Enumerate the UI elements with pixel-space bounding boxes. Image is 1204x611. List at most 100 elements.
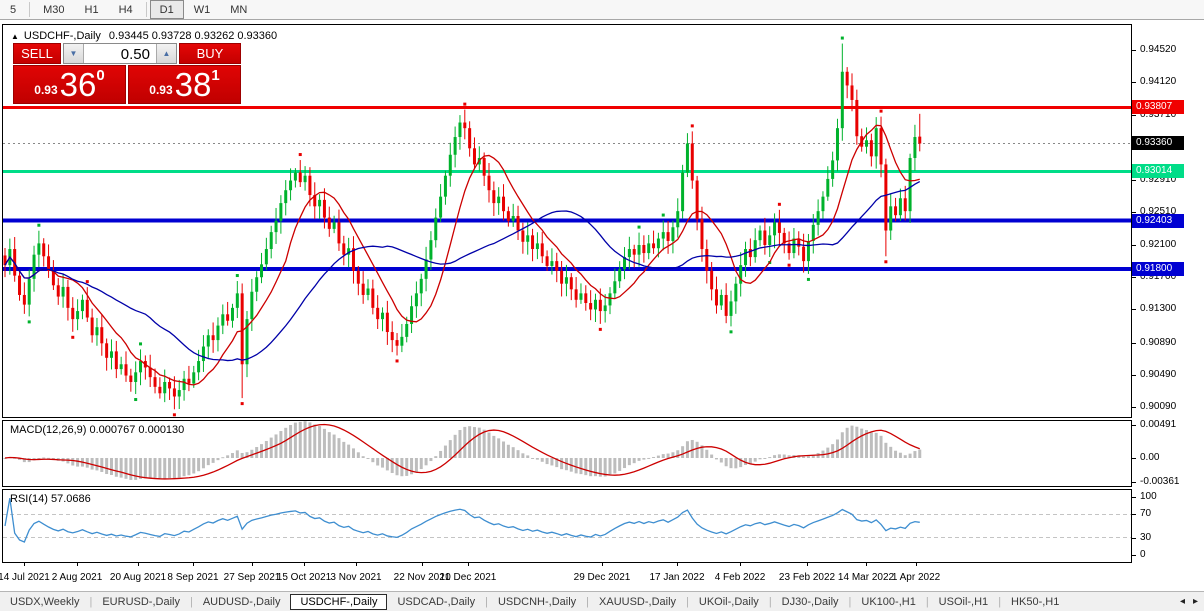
chart-tab-ukoil[interactable]: UKOil-,Daily [698,595,759,608]
price-tick-label: 0.90090 [1140,400,1177,412]
main-chart-pane[interactable]: ▲ USDCHF-,Daily 0.93445 0.93728 0.93262 0.… [2,24,1132,418]
one-click-trading-panel: SELL ▼ 0.50 ▲ BUY 0.93 3 [13,43,241,104]
chart-tab-usdcnh[interactable]: USDCNH-,Daily [497,595,577,608]
date-label: 4 Feb 2022 [714,572,766,583]
date-label: 17 Jan 2022 [649,572,705,583]
price-tick-label: 0.93710 [1140,109,1177,121]
tab-separator: | [189,595,193,608]
price-tick-mark [1132,50,1136,51]
volume-increase-button[interactable]: ▲ [156,44,176,63]
date-tick-mark [252,563,253,566]
date-tick-mark [677,563,678,566]
date-tick-mark [77,563,78,566]
date-tick-mark [602,563,603,566]
buy-label: BUY [196,46,224,61]
timeframe-button-mn[interactable]: MN [230,3,248,16]
timeframe-button-d1[interactable]: D1 [149,0,184,19]
date-label: 3 Nov 2021 [330,572,382,583]
macd-tick-mark [1132,458,1136,459]
chart-tab-hk50[interactable]: HK50-,H1 [1011,595,1060,608]
price-tick-mark [1132,179,1136,181]
tab-separator: | [768,595,772,608]
chart-tab-usoil[interactable]: USOil-,H1 [938,595,989,608]
date-label: 2 Aug 2021 [51,572,103,583]
price-tick-label: 0.90890 [1140,336,1177,348]
buy-button[interactable]: BUY [179,43,241,64]
rsi-tick-mark [1132,555,1136,556]
timeframe-button-h4[interactable]: H4 [118,3,133,16]
price-tick-label: 0.91300 [1140,303,1177,315]
buy-price-pips: 38 [174,66,212,103]
rsi-chart[interactable] [3,490,1131,562]
date-label: 10 Dec 2021 [439,572,497,583]
sell-label: SELL [21,46,53,61]
sell-button[interactable]: SELL [13,43,61,64]
macd-label: MACD(12,26,9) 0.000767 0.000130 [10,424,185,436]
macd-axis[interactable]: 0.00491 0.00 -0.00361 [1132,419,1204,488]
chart-tab-uk100[interactable]: UK100-,H1 [861,595,916,608]
macd-indicator-pane[interactable]: MACD(12,26,9) 0.000767 0.000130 [2,420,1132,487]
price-tick-mark [1132,309,1136,311]
tab-separator: | [485,595,488,608]
date-label: 15 Oct 2021 [276,572,332,583]
date-tick-mark [193,563,194,566]
rsi-indicator-pane[interactable]: RSI(14) 57.0686 [2,489,1132,563]
level-price-badge: 0.93014 [1132,164,1184,179]
macd-tick-label: -0.00361 [1140,476,1180,488]
date-label: 22 Nov 2021 [393,572,451,583]
rsi-tick-label: 100 [1140,491,1157,502]
timeframe-toolbar: 5 M30 H1 H4 D1 W1 MN [0,0,1204,20]
date-tick-mark [304,563,305,566]
sell-price-button[interactable]: 0.93 36 0 [13,65,126,104]
toolbar-separator [145,2,147,17]
chart-tab-usdchf[interactable]: USDCHF-,Daily [290,593,388,610]
rsi-axis[interactable]: 100 70 30 0 [1132,489,1204,563]
date-tick-mark [740,563,741,566]
timeframe-button-m30[interactable]: M30 [43,3,65,16]
date-label: 27 Sep 2021 [223,572,281,583]
price-tick-label: 0.94120 [1140,76,1177,88]
rsi-tick-mark [1132,537,1136,539]
date-label: 8 Sep 2021 [167,572,219,583]
macd-chart[interactable] [3,421,1131,486]
chart-tab-usdcad[interactable]: USDCAD-,Daily [397,595,476,608]
price-axis[interactable]: 0.945200.941200.937100.933100.929100.925… [1132,24,1204,418]
volume-input[interactable]: 0.50 [84,44,156,63]
tab-scroll-right-icon[interactable]: ▸ [1192,596,1198,607]
rsi-tick-label: 70 [1140,508,1152,520]
price-tick-label: 0.92100 [1140,239,1177,250]
buy-price-base: 0.93 [149,83,173,97]
price-tick-label: 0.90490 [1140,368,1177,380]
tab-scroll-left-icon[interactable]: ◂ [1179,596,1185,607]
date-axis[interactable]: 14 Jul 2021 2 Aug 2021 20 Aug 2021 8 Sep 20… [0,563,1204,590]
date-label: 29 Dec 2021 [573,572,631,583]
price-tick-mark [1132,342,1136,344]
sell-price-point: 0 [96,67,105,84]
timeframe-button-5[interactable]: 5 [10,3,17,16]
price-tick-label: 0.92910 [1140,173,1177,185]
timeframe-button-w1[interactable]: W1 [193,3,211,16]
rsi-tick-mark [1132,497,1136,498]
rsi-tick-mark [1132,514,1136,516]
tab-separator: | [686,595,689,608]
tab-separator: | [586,595,590,608]
tab-separator: | [998,595,1002,608]
buy-price-button[interactable]: 0.93 38 1 [128,65,241,104]
volume-decrease-button[interactable]: ▼ [64,44,84,63]
price-tick-mark [1132,406,1136,408]
price-tick-mark [1132,211,1136,213]
macd-tick-label: 0.00 [1140,452,1160,463]
chart-tab-xauusd[interactable]: XAUUSD-,Daily [599,595,677,608]
chart-tab-dj30[interactable]: DJ30-,Daily [781,595,839,608]
sell-price-base: 0.93 [34,83,58,97]
chart-tab-eurusd[interactable]: EURUSD-,Daily [102,595,180,608]
timeframe-button-h1[interactable]: H1 [84,3,99,16]
candlestick-chart[interactable] [3,25,1131,417]
collapse-arrow-icon[interactable]: ▲ [11,32,19,41]
chart-tab-audusd[interactable]: AUDUSD-,Daily [202,595,281,608]
volume-stepper: ▼ 0.50 ▲ [63,43,177,64]
chart-symbol-label: USDCHF-,Daily [23,30,101,42]
current-price-badge: 0.93360 [1132,136,1184,151]
chart-tab-usdx[interactable]: USDX,Weekly [10,595,80,608]
